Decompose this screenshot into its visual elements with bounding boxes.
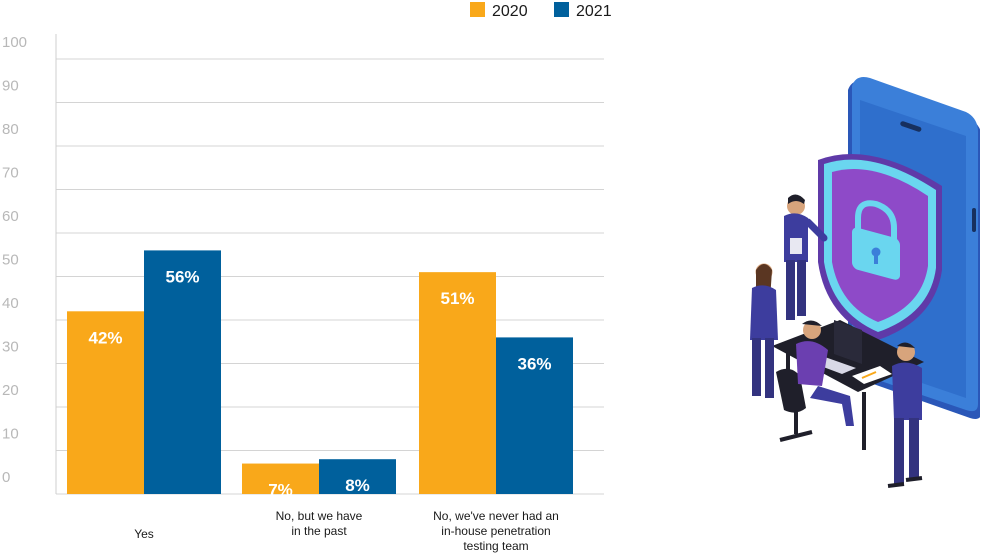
person-standing-illustration (784, 194, 828, 320)
bars: 42% 7% 51% 56% 8% 36% (67, 250, 573, 500)
legend-swatch-2020 (470, 2, 485, 17)
y-tick-label: 20 (2, 382, 19, 399)
y-tick-label: 60 (2, 208, 19, 225)
category-label-line: in-house penetration (441, 524, 550, 538)
bar-value-label: 51% (440, 289, 474, 308)
legend-label: 2021 (576, 3, 612, 20)
bar-2021-0 (144, 250, 221, 494)
bar-value-label: 42% (88, 328, 122, 347)
category-label-line: No, but we have (276, 509, 363, 523)
category-label-line: Yes (134, 527, 154, 541)
bar-2021-1 (319, 459, 396, 494)
y-tick-label: 50 (2, 252, 19, 269)
legend: 2020 2021 (470, 2, 612, 20)
category-labels: Yes No, but we have in the past No, we've n… (134, 509, 559, 553)
bar-value-label: 8% (345, 476, 370, 495)
bar-2020-0 (67, 311, 144, 494)
shield-lock-icon (818, 153, 942, 340)
bar-2020-1 (242, 463, 319, 494)
category-label-line: testing team (463, 539, 528, 553)
bar-value-label: 7% (268, 481, 293, 500)
category-label: No, we've never had an in-house penetrati… (433, 509, 559, 553)
y-tick-label: 30 (2, 339, 19, 356)
y-tick-label: 40 (2, 295, 19, 312)
security-team-illustration (750, 77, 980, 488)
person-seated-illustration (796, 320, 854, 426)
legend-swatch-2021 (554, 2, 569, 17)
y-tick-label: 70 (2, 165, 19, 182)
y-tick-label: 80 (2, 121, 19, 138)
category-label-line: No, we've never had an (433, 509, 559, 523)
legend-label: 2020 (492, 3, 528, 20)
category-label-line: in the past (291, 524, 347, 538)
bar-2020-2 (419, 272, 496, 494)
category-label: No, but we have in the past (276, 509, 363, 538)
y-tick-label: 90 (2, 78, 19, 95)
y-tick-label: 0 (2, 469, 10, 486)
y-tick-label: 100 (2, 34, 27, 51)
y-tick-label: 10 (2, 426, 19, 443)
y-axis-ticks: 0 10 20 30 40 50 60 70 80 90 100 (2, 34, 27, 486)
bar-value-label: 56% (165, 267, 199, 286)
bar-2021-2 (496, 337, 573, 494)
category-label: Yes (134, 527, 154, 541)
bar-value-label: 36% (517, 354, 551, 373)
person-right-illustration (887, 342, 923, 488)
person-woman-illustration (750, 263, 778, 398)
